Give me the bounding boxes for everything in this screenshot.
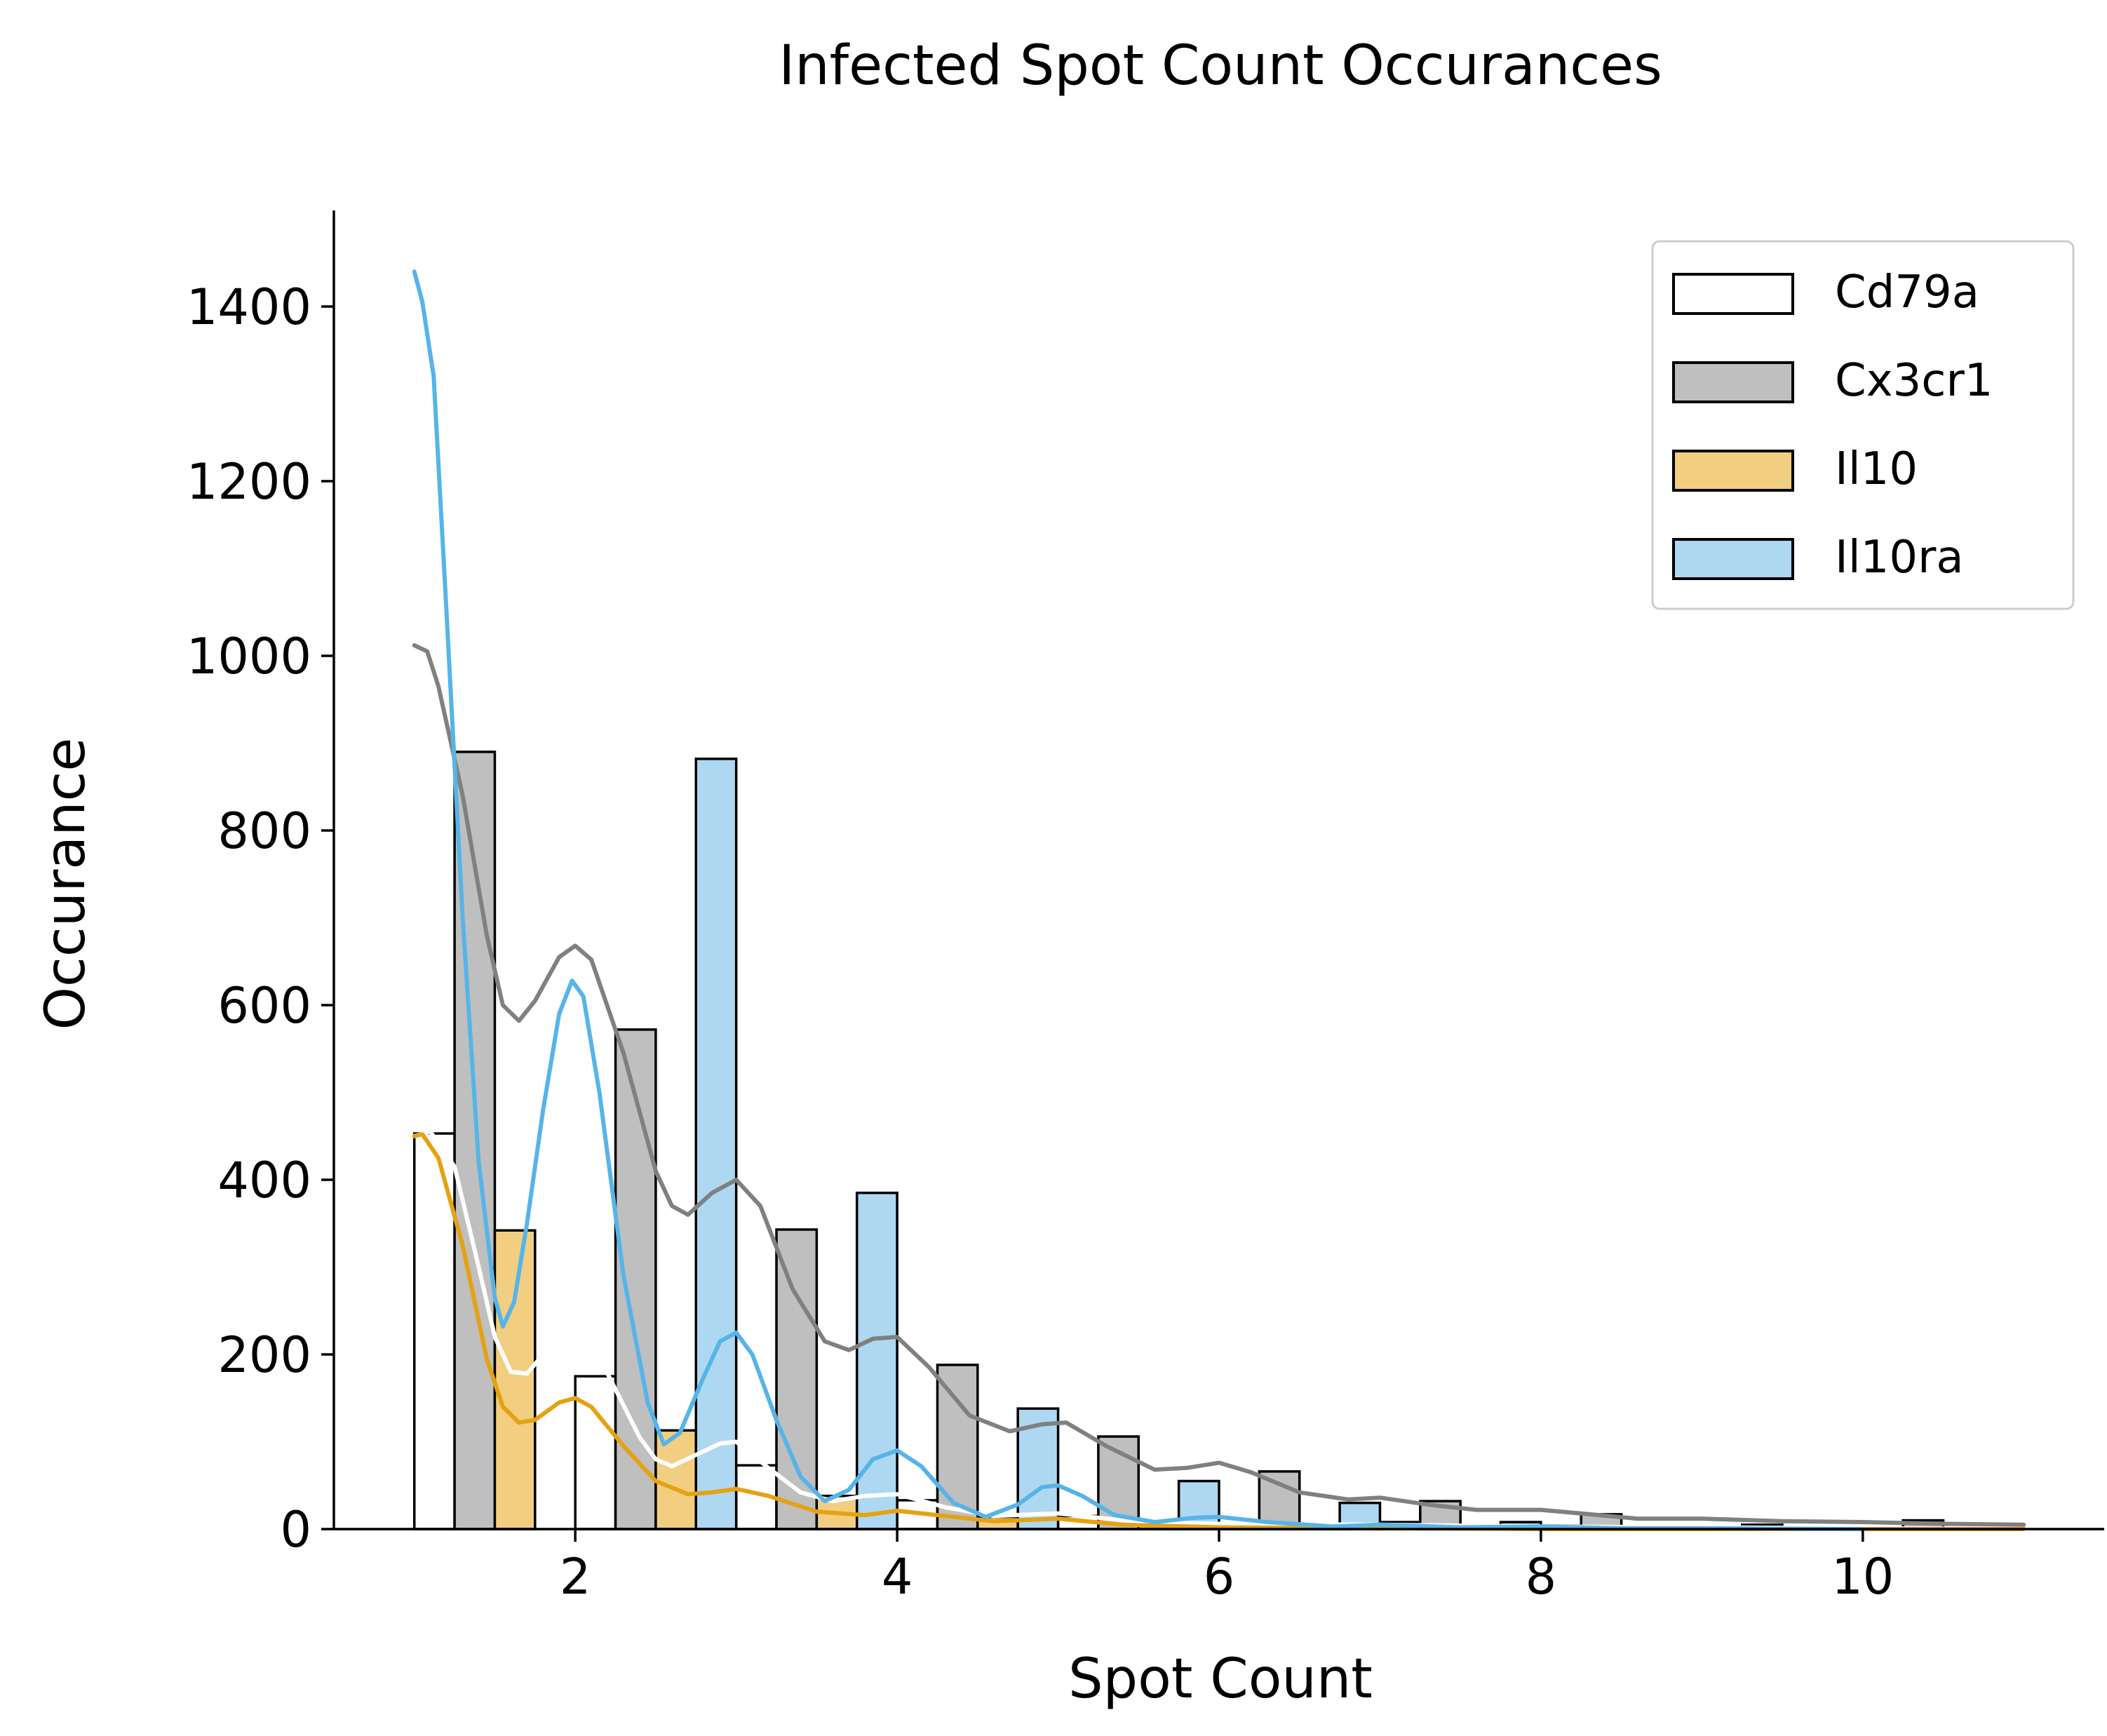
- bar-il10ra: [855, 1191, 898, 1530]
- bar-cx3cr1: [1097, 1435, 1140, 1530]
- x-axis-label: Spot Count: [1068, 1648, 1373, 1711]
- legend-label: Il10ra: [1835, 532, 1964, 584]
- bar-il10ra: [694, 758, 738, 1530]
- x-tick-label: 2: [560, 1548, 591, 1606]
- kde-layer: [412, 269, 2026, 1531]
- legend-frame: [1651, 240, 2075, 610]
- kde-line-cd79a: [412, 1129, 2026, 1531]
- chart-title: Infected Spot Count Occurances: [779, 34, 1662, 97]
- legend-item-cx3cr1: Cx3cr1: [1672, 355, 1993, 407]
- legend-swatch: [1672, 273, 1794, 315]
- y-tick-label: 600: [217, 977, 311, 1035]
- y-tick-label: 400: [217, 1152, 311, 1209]
- bar-cx3cr1: [936, 1364, 979, 1530]
- legend-item-il10: Il10: [1672, 443, 1918, 495]
- legend-item-cd79a: Cd79a: [1672, 267, 1979, 318]
- legend-label: Il10: [1835, 443, 1918, 495]
- x-tick-label: 10: [1831, 1548, 1894, 1606]
- kde-line-cx3cr1: [412, 643, 2026, 1527]
- legend-swatch: [1672, 450, 1794, 492]
- bar-cd79a: [574, 1375, 617, 1530]
- kde-line-il10: [412, 1132, 2026, 1531]
- y-tick-label: 200: [217, 1326, 311, 1384]
- bar-il10: [493, 1229, 537, 1530]
- axes-layer: 2 4 6 8 10 0 200 400 600 800 1000 1200 1400: [187, 210, 2104, 1606]
- y-tick-label: 0: [280, 1501, 311, 1559]
- legend-swatch: [1672, 361, 1794, 403]
- x-tick-label: 8: [1526, 1548, 1557, 1606]
- bar-il10: [654, 1429, 698, 1530]
- legend-swatch: [1672, 538, 1794, 580]
- y-tick-label: 1400: [187, 278, 311, 336]
- legend: Cd79a Cx3cr1 Il10 Il10ra: [1651, 240, 2075, 610]
- legend-label: Cd79a: [1835, 267, 1979, 318]
- x-tick-label: 6: [1204, 1548, 1235, 1606]
- legend-label: Cx3cr1: [1835, 355, 1993, 407]
- x-tick-label: 4: [882, 1548, 913, 1606]
- y-tick-label: 1200: [187, 453, 311, 511]
- y-tick-label: 800: [217, 802, 311, 860]
- y-axis-label: Occurance: [34, 738, 97, 1030]
- legend-item-il10ra: Il10ra: [1672, 532, 1964, 584]
- y-tick-label: 1000: [187, 628, 311, 685]
- kde-line-il10ra: [412, 269, 1865, 1531]
